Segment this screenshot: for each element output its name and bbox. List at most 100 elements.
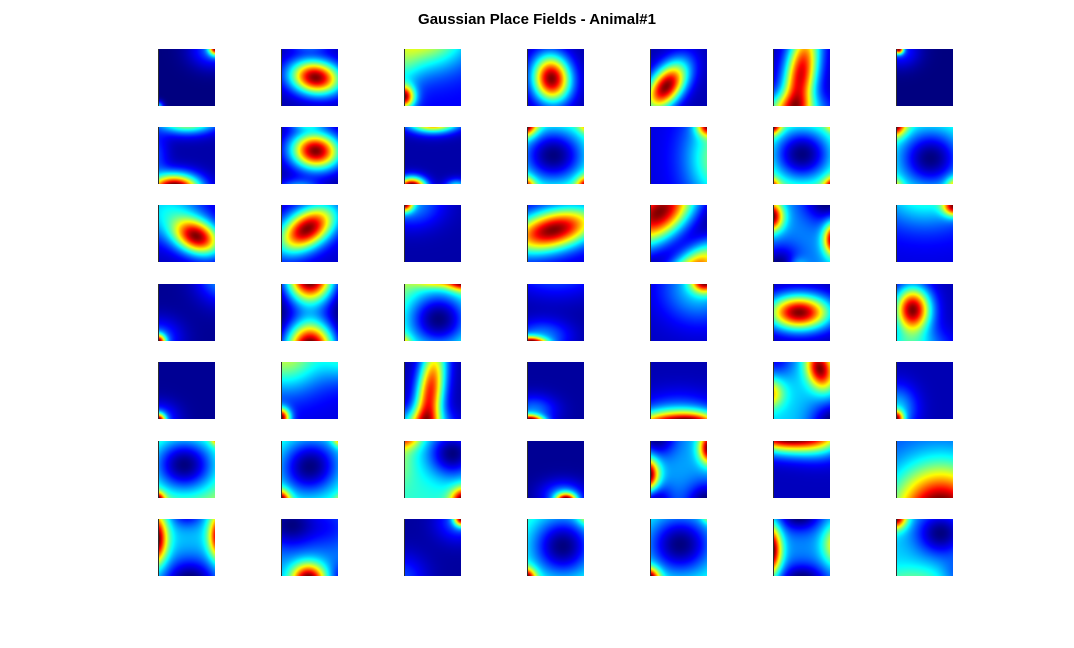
place-field-heatmap-r4c6: [773, 284, 830, 341]
place-field-heatmap-r2c4: [527, 127, 584, 184]
place-field-cell-r4c5: [650, 284, 707, 341]
place-field-heatmap-r5c5: [650, 362, 707, 419]
place-field-heatmap-r6c3: [404, 441, 461, 498]
place-field-heatmap-r3c7: [896, 205, 953, 262]
place-field-heatmap-r3c6: [773, 205, 830, 262]
place-field-cell-r5c7: [896, 362, 953, 419]
place-field-heatmap-r4c4: [527, 284, 584, 341]
place-field-cell-r7c1: [158, 519, 215, 576]
place-field-heatmap-r7c3: [404, 519, 461, 576]
place-field-cell-r1c4: [527, 49, 584, 106]
place-field-heatmap-r6c5: [650, 441, 707, 498]
place-field-heatmap-r1c3: [404, 49, 461, 106]
place-field-cell-r2c7: [896, 127, 953, 184]
place-field-heatmap-r1c1: [158, 49, 215, 106]
place-field-heatmap-r4c2: [281, 284, 338, 341]
place-field-cell-r2c4: [527, 127, 584, 184]
place-field-cell-r5c4: [527, 362, 584, 419]
place-field-cell-r3c6: [773, 205, 830, 262]
place-field-heatmap-r5c4: [527, 362, 584, 419]
place-field-cell-r1c1: [158, 49, 215, 106]
place-field-heatmap-r7c5: [650, 519, 707, 576]
place-field-heatmap-r2c6: [773, 127, 830, 184]
place-field-cell-r3c3: [404, 205, 461, 262]
place-field-heatmap-r7c7: [896, 519, 953, 576]
place-field-heatmap-r7c2: [281, 519, 338, 576]
place-field-cell-r1c6: [773, 49, 830, 106]
place-field-cell-r6c4: [527, 441, 584, 498]
place-field-heatmap-r7c6: [773, 519, 830, 576]
place-field-heatmap-r1c6: [773, 49, 830, 106]
figure-title: Gaussian Place Fields - Animal#1: [418, 11, 656, 28]
place-field-cell-r1c7: [896, 49, 953, 106]
place-field-cell-r5c6: [773, 362, 830, 419]
place-field-heatmap-r4c3: [404, 284, 461, 341]
place-field-cell-r6c3: [404, 441, 461, 498]
place-field-cell-r3c1: [158, 205, 215, 262]
place-field-cell-r2c2: [281, 127, 338, 184]
place-field-heatmap-r4c7: [896, 284, 953, 341]
place-field-heatmap-r6c7: [896, 441, 953, 498]
place-field-heatmap-r5c3: [404, 362, 461, 419]
place-field-heatmap-r4c1: [158, 284, 215, 341]
place-field-cell-r2c5: [650, 127, 707, 184]
place-field-heatmap-r1c5: [650, 49, 707, 106]
place-field-heatmap-r4c5: [650, 284, 707, 341]
place-field-cell-r6c1: [158, 441, 215, 498]
place-field-cell-r2c3: [404, 127, 461, 184]
place-field-heatmap-r3c2: [281, 205, 338, 262]
place-field-cell-r7c7: [896, 519, 953, 576]
place-field-cell-r3c2: [281, 205, 338, 262]
place-field-cell-r1c5: [650, 49, 707, 106]
place-field-cell-r5c3: [404, 362, 461, 419]
place-field-cell-r6c2: [281, 441, 338, 498]
place-field-heatmap-r3c4: [527, 205, 584, 262]
place-field-cell-r1c2: [281, 49, 338, 106]
place-field-cell-r7c3: [404, 519, 461, 576]
place-field-cell-r7c5: [650, 519, 707, 576]
place-field-heatmap-r2c1: [158, 127, 215, 184]
place-field-cell-r7c6: [773, 519, 830, 576]
place-field-heatmap-r6c2: [281, 441, 338, 498]
place-field-cell-r3c7: [896, 205, 953, 262]
place-field-cell-r7c2: [281, 519, 338, 576]
place-field-heatmap-r2c5: [650, 127, 707, 184]
place-field-cell-r6c7: [896, 441, 953, 498]
place-field-heatmap-r5c1: [158, 362, 215, 419]
place-field-heatmap-r6c6: [773, 441, 830, 498]
place-field-cell-r4c6: [773, 284, 830, 341]
place-field-cell-r2c1: [158, 127, 215, 184]
place-field-heatmap-r3c3: [404, 205, 461, 262]
place-field-cell-r4c1: [158, 284, 215, 341]
place-field-heatmap-r5c7: [896, 362, 953, 419]
place-field-cell-r7c4: [527, 519, 584, 576]
place-field-heatmap-r1c7: [896, 49, 953, 106]
place-field-cell-r5c2: [281, 362, 338, 419]
place-field-cell-r4c2: [281, 284, 338, 341]
place-field-heatmap-r1c4: [527, 49, 584, 106]
place-field-cell-r4c4: [527, 284, 584, 341]
place-field-cell-r6c6: [773, 441, 830, 498]
place-field-cell-r4c7: [896, 284, 953, 341]
place-field-heatmap-r2c7: [896, 127, 953, 184]
place-field-heatmap-r3c1: [158, 205, 215, 262]
place-field-heatmap-r6c4: [527, 441, 584, 498]
place-field-heatmap-r3c5: [650, 205, 707, 262]
place-field-cell-r6c5: [650, 441, 707, 498]
place-field-heatmap-r5c2: [281, 362, 338, 419]
place-field-cell-r5c5: [650, 362, 707, 419]
place-field-cell-r3c5: [650, 205, 707, 262]
place-field-cell-r3c4: [527, 205, 584, 262]
place-field-heatmap-r7c1: [158, 519, 215, 576]
place-field-heatmap-r1c2: [281, 49, 338, 106]
place-field-heatmap-r5c6: [773, 362, 830, 419]
place-field-heatmap-r7c4: [527, 519, 584, 576]
place-field-heatmap-r2c3: [404, 127, 461, 184]
place-field-cell-r4c3: [404, 284, 461, 341]
place-field-heatmap-r2c2: [281, 127, 338, 184]
place-field-cell-r2c6: [773, 127, 830, 184]
place-field-cell-r1c3: [404, 49, 461, 106]
place-field-heatmap-r6c1: [158, 441, 215, 498]
place-field-cell-r5c1: [158, 362, 215, 419]
